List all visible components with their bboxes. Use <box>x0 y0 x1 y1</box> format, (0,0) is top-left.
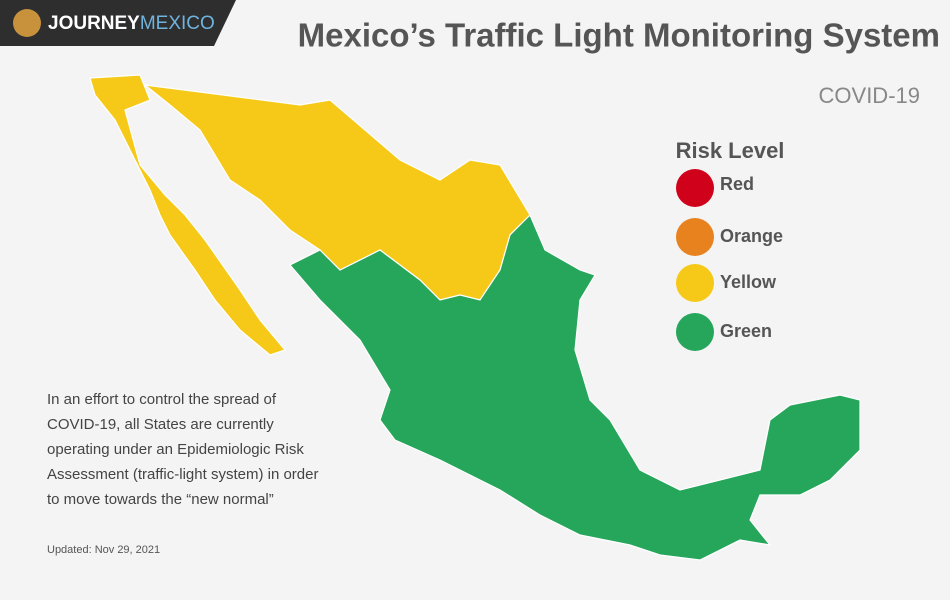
subtitle: COVID-19 <box>819 83 920 108</box>
logo-text: JOURNEYMEXICO <box>48 13 215 34</box>
legend-swatch <box>676 313 714 351</box>
brand-second: MEXICO <box>140 13 215 34</box>
note-line: In an effort to control the spread of <box>47 391 277 408</box>
note: In an effort to control the spread of COV… <box>47 391 318 508</box>
brand-first: JOURNEY <box>48 13 140 34</box>
legend-label: Yellow <box>720 272 777 292</box>
legend-swatch <box>676 264 714 302</box>
logo-emblem <box>13 9 41 37</box>
updated: Updated: Nov 29, 2021 <box>47 544 160 556</box>
legend-swatch <box>676 169 714 207</box>
legend-title: Risk Level <box>676 138 785 163</box>
legend-swatch <box>676 218 714 256</box>
region-baja <box>89 74 287 356</box>
logo-banner <box>0 0 236 46</box>
region-central-south <box>289 213 861 561</box>
note-line: COVID-19, all States are currently <box>47 416 274 433</box>
note-line: to move towards the “new normal” <box>47 491 274 508</box>
note-line: operating under an Epidemiologic Risk <box>47 441 304 458</box>
note-line: Assessment (traffic-light system) in ord… <box>47 466 318 483</box>
title: Mexico’s Traffic Light Monitoring System <box>298 17 940 54</box>
legend-label: Green <box>720 321 772 341</box>
map <box>89 74 861 561</box>
legend: Red Orange Yellow Green <box>676 169 783 351</box>
legend-label: Orange <box>720 226 783 246</box>
legend-label: Red <box>720 174 754 194</box>
